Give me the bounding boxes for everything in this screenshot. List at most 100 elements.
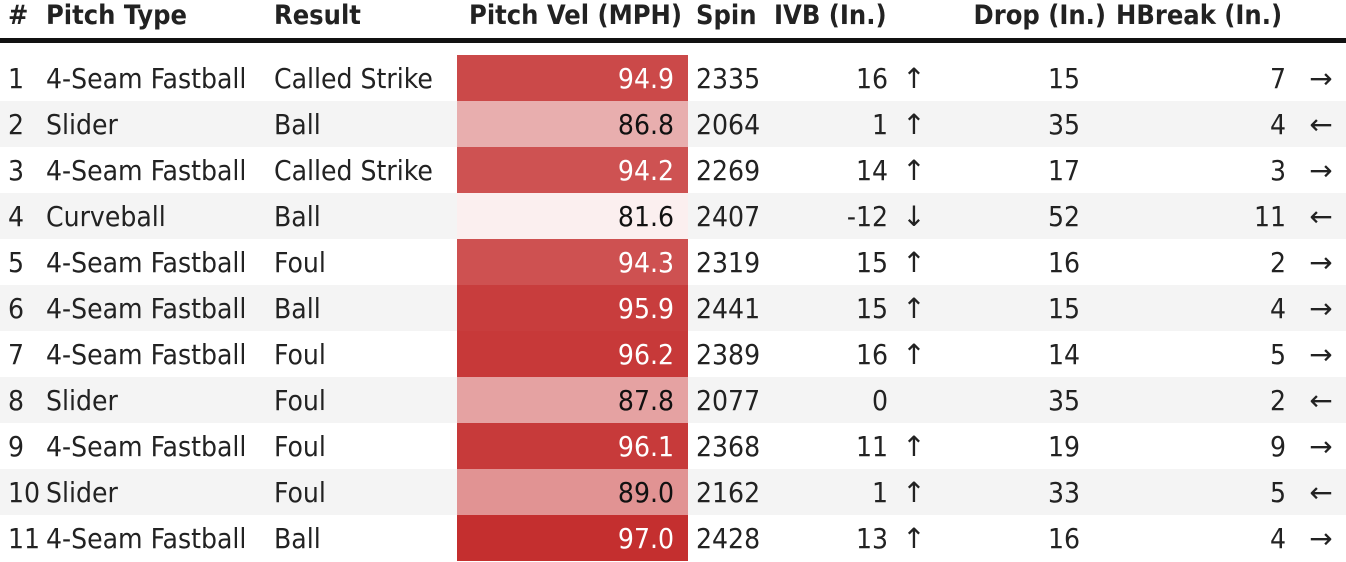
spin-cell: 2428 <box>696 521 761 555</box>
result-cell: Called Strike <box>274 153 433 187</box>
row-number: 7 <box>8 337 25 371</box>
pitch-type-cell: 4-Seam Fastball <box>46 337 247 371</box>
row-number: 9 <box>8 429 25 463</box>
pitch-type-cell: Slider <box>46 383 118 417</box>
result-cell: Ball <box>274 291 321 325</box>
table-row: 6 4-Seam Fastball Ball 95.9 2441 15 ↑ 15 4 → <box>0 285 1346 331</box>
table-body: 1 4-Seam Fastball Called Strike 94.9 2335 16 ↑… <box>0 55 1346 561</box>
result-cell: Ball <box>274 199 321 233</box>
hbreak-cell: 4 <box>1269 107 1286 141</box>
header-ivb: IVB (In.) <box>774 0 930 43</box>
velocity-cell: 81.6 <box>457 193 688 239</box>
hbreak-cell: 7 <box>1269 61 1286 95</box>
spin-cell: 2162 <box>696 475 761 509</box>
ivb-cell: 0 <box>871 383 888 417</box>
ivb-cell: 11 <box>855 429 888 463</box>
drop-cell: 52 <box>1047 199 1080 233</box>
ivb-arrow-icon: ↑ <box>902 153 926 187</box>
table-row: 4 Curveball Ball 81.6 2407 -12 ↓ 52 11 ← <box>0 193 1346 239</box>
hbreak-arrow-icon: → <box>1309 337 1333 371</box>
hbreak-cell: 5 <box>1269 337 1286 371</box>
ivb-cell: 16 <box>855 61 888 95</box>
hbreak-cell: 3 <box>1269 153 1286 187</box>
velocity-cell: 96.1 <box>457 423 688 469</box>
ivb-arrow-icon: ↑ <box>902 107 926 141</box>
ivb-arrow-icon: ↑ <box>902 475 926 509</box>
velocity-cell: 94.9 <box>457 55 688 101</box>
hbreak-arrow-icon: ← <box>1309 107 1333 141</box>
table-row: 8 Slider Foul 87.8 2077 0 35 2 ← <box>0 377 1346 423</box>
ivb-arrow-icon: ↑ <box>902 521 926 555</box>
hbreak-arrow-icon: → <box>1309 291 1333 325</box>
drop-cell: 15 <box>1047 291 1080 325</box>
result-cell: Foul <box>274 475 326 509</box>
header-spin: Spin <box>688 0 774 43</box>
pitch-type-cell: Curveball <box>46 199 166 233</box>
header-number: # <box>0 0 46 43</box>
pitch-type-cell: 4-Seam Fastball <box>46 429 247 463</box>
velocity-cell: 94.2 <box>457 147 688 193</box>
row-number: 2 <box>8 107 25 141</box>
drop-cell: 35 <box>1047 107 1080 141</box>
table-row: 5 4-Seam Fastball Foul 94.3 2319 15 ↑ 16 2 → <box>0 239 1346 285</box>
ivb-arrow-icon: ↓ <box>902 199 926 233</box>
header-pitch-type: Pitch Type <box>46 0 274 43</box>
result-cell: Foul <box>274 245 326 279</box>
drop-cell: 14 <box>1047 337 1080 371</box>
hbreak-arrow-icon: → <box>1309 245 1333 279</box>
hbreak-arrow-icon: ← <box>1309 383 1333 417</box>
table-row: 2 Slider Ball 86.8 2064 1 ↑ 35 4 ← <box>0 101 1346 147</box>
ivb-arrow-icon: ↑ <box>902 245 926 279</box>
row-number: 3 <box>8 153 25 187</box>
hbreak-cell: 2 <box>1269 383 1286 417</box>
row-number: 11 <box>8 521 41 555</box>
spin-cell: 2335 <box>696 61 761 95</box>
velocity-cell: 95.9 <box>457 285 688 331</box>
velocity-cell: 94.3 <box>457 239 688 285</box>
table-row: 3 4-Seam Fastball Called Strike 94.2 2269 14 ↑… <box>0 147 1346 193</box>
ivb-arrow-icon: ↑ <box>902 291 926 325</box>
row-number: 8 <box>8 383 25 417</box>
header-pitch-velocity: Pitch Vel (MPH) <box>457 0 688 43</box>
hbreak-arrow-icon: ← <box>1309 199 1333 233</box>
table-row: 10 Slider Foul 89.0 2162 1 ↑ 33 5 ← <box>0 469 1346 515</box>
drop-cell: 17 <box>1047 153 1080 187</box>
ivb-arrow-icon <box>898 377 930 423</box>
hbreak-arrow-icon: → <box>1309 61 1333 95</box>
spin-cell: 2077 <box>696 383 761 417</box>
pitch-type-cell: Slider <box>46 475 118 509</box>
velocity-cell: 96.2 <box>457 331 688 377</box>
table-header: # Pitch Type Result Pitch Vel (MPH) Spin… <box>0 0 1346 55</box>
hbreak-arrow-icon: → <box>1309 429 1333 463</box>
velocity-cell: 86.8 <box>457 101 688 147</box>
table-row: 7 4-Seam Fastball Foul 96.2 2389 16 ↑ 14 5 → <box>0 331 1346 377</box>
table-row: 1 4-Seam Fastball Called Strike 94.9 2335 16 ↑… <box>0 55 1346 101</box>
hbreak-arrow-icon: → <box>1309 153 1333 187</box>
ivb-cell: 14 <box>855 153 888 187</box>
row-number: 4 <box>8 199 25 233</box>
ivb-arrow-icon: ↑ <box>902 61 926 95</box>
result-cell: Ball <box>274 521 321 555</box>
pitch-type-cell: 4-Seam Fastball <box>46 153 247 187</box>
drop-cell: 15 <box>1047 61 1080 95</box>
velocity-cell: 89.0 <box>457 469 688 515</box>
pitch-type-cell: 4-Seam Fastball <box>46 521 247 555</box>
drop-cell: 33 <box>1047 475 1080 509</box>
pitch-type-cell: Slider <box>46 107 118 141</box>
result-cell: Foul <box>274 429 326 463</box>
ivb-arrow-icon: ↑ <box>902 429 926 463</box>
ivb-cell: 13 <box>855 521 888 555</box>
ivb-cell: 1 <box>871 107 888 141</box>
hbreak-cell: 4 <box>1269 521 1286 555</box>
row-number: 10 <box>8 475 41 509</box>
pitch-type-cell: 4-Seam Fastball <box>46 245 247 279</box>
pitch-type-cell: 4-Seam Fastball <box>46 61 247 95</box>
hbreak-cell: 9 <box>1269 429 1286 463</box>
row-number: 5 <box>8 245 25 279</box>
hbreak-cell: 11 <box>1253 199 1286 233</box>
ivb-cell: 16 <box>855 337 888 371</box>
ivb-cell: -12 <box>846 199 888 233</box>
hbreak-cell: 2 <box>1269 245 1286 279</box>
spin-cell: 2319 <box>696 245 761 279</box>
spin-cell: 2389 <box>696 337 761 371</box>
